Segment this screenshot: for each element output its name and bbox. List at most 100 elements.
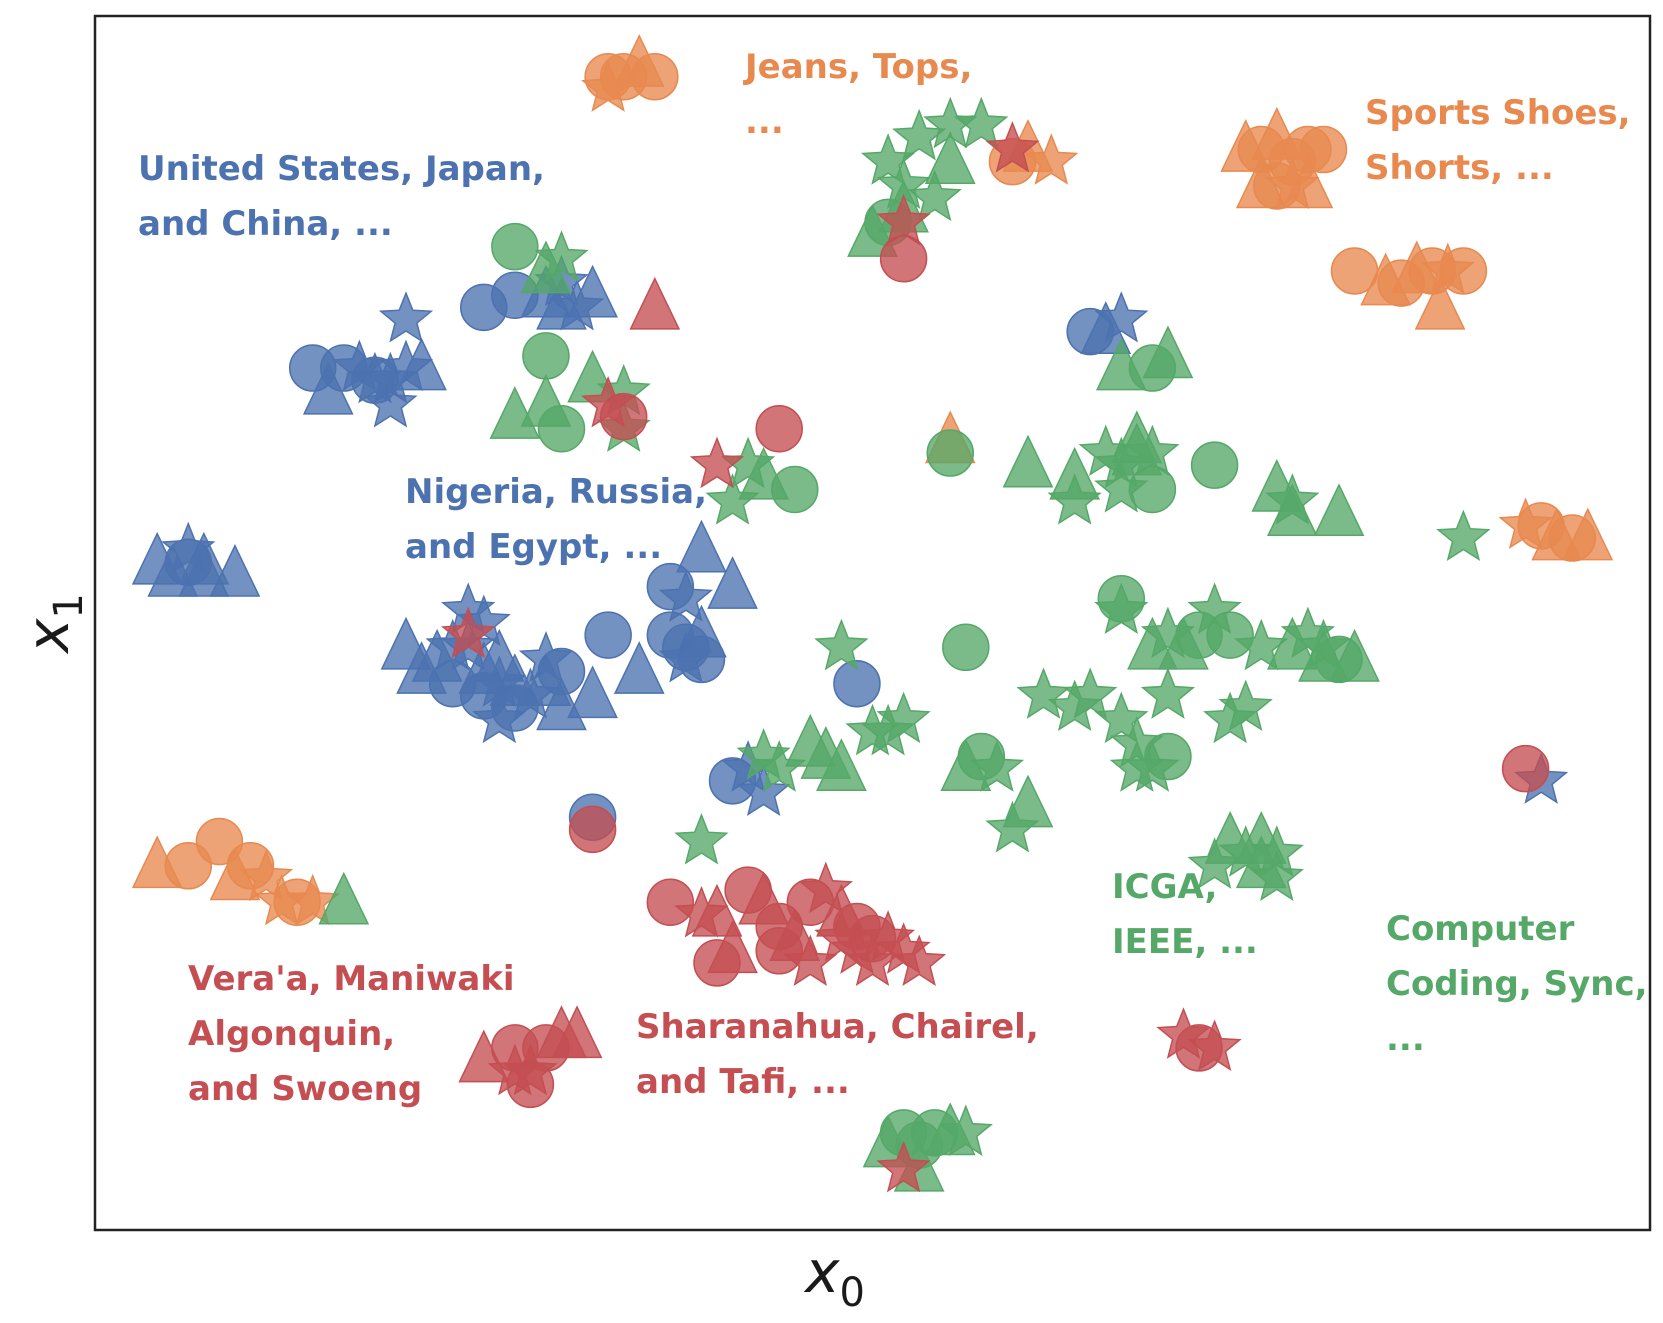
point-blue-triangle-45	[396, 641, 447, 694]
point-blue-star-48	[658, 570, 714, 622]
point-green-star-99	[814, 618, 869, 671]
point-green-triangle-41	[1313, 483, 1365, 537]
point-red-star-30	[845, 934, 900, 986]
point-green-star-80	[752, 740, 807, 792]
point-green-star-83	[674, 813, 729, 865]
point-red-circle-9	[568, 805, 617, 854]
annotation-6-line-1: Algonquin,	[188, 1014, 395, 1054]
annotation-0-line-0: Jeans, Tops,	[743, 47, 972, 87]
point-red-triangle-36	[551, 1005, 603, 1059]
point-green-star-50	[1187, 582, 1242, 634]
y-axis-label: x1	[14, 593, 92, 655]
points-layer	[131, 34, 1614, 1193]
point-red-star-7	[689, 436, 745, 489]
annotation-orange-0: Jeans, Tops,...	[743, 47, 972, 142]
point-blue-triangle-36	[567, 665, 618, 719]
point-green-star-60	[1218, 679, 1273, 732]
point-green-star-55	[1094, 691, 1149, 744]
point-red-star-24	[892, 934, 947, 986]
point-orange-star-37	[238, 849, 294, 901]
point-green-circle-3	[522, 332, 570, 380]
annotation-4-line-1: IEEE, ...	[1112, 922, 1258, 962]
annotation-5-line-0: Computer	[1386, 909, 1575, 949]
point-red-star-8	[441, 606, 496, 659]
point-red-star-18	[798, 861, 853, 914]
annotation-0-line-1: ...	[745, 102, 784, 142]
point-red-star-1	[876, 193, 931, 246]
point-red-triangle-28	[816, 883, 867, 937]
point-green-star-20	[954, 96, 1009, 149]
point-blue-triangle-23	[178, 543, 230, 597]
point-blue-circle-61	[833, 659, 881, 708]
point-orange-triangle-17	[1282, 155, 1334, 209]
point-green-star-2	[534, 230, 589, 282]
annotation-green-4: ICGA, IEEE, ...	[1112, 867, 1258, 962]
point-green-star-89	[1187, 837, 1242, 889]
point-green-star-36	[1047, 473, 1102, 525]
point-green-star-65	[985, 800, 1040, 853]
annotation-7-line-1: and Tafi, ...	[636, 1062, 850, 1102]
point-orange-circle-13	[1299, 125, 1348, 174]
point-green-circle-12	[771, 465, 819, 514]
point-green-star-90	[1249, 849, 1304, 901]
point-green-star-52	[1016, 667, 1071, 719]
point-red-circle-10	[646, 878, 695, 926]
point-orange-triangle-30	[1562, 507, 1614, 561]
point-green-circle-27	[926, 429, 974, 477]
point-red-circle-2	[879, 235, 928, 283]
point-green-star-100	[845, 703, 900, 756]
annotation-3-line-1: and Egypt, ...	[405, 527, 662, 567]
point-red-star-31	[783, 934, 838, 986]
y-axis-label-subscript: 1	[46, 593, 92, 618]
x-axis-label: x0	[803, 1238, 865, 1316]
point-green-triangle-19	[924, 131, 976, 184]
annotation-7-line-0: Sharanahua, Chairel,	[636, 1007, 1039, 1047]
point-red-star-40	[876, 1140, 931, 1193]
annotation-red-7: Sharanahua, Chairel, and Tafi, ...	[636, 1007, 1039, 1102]
point-green-star-68	[1234, 618, 1289, 671]
point-green-star-18	[907, 169, 962, 222]
annotation-5-line-1: Coding, Sync,	[1386, 964, 1648, 1004]
annotation-blue-2: United States, Japan, and China, ...	[138, 149, 545, 244]
point-orange-star-7	[1024, 133, 1079, 185]
annotation-2-line-0: United States, Japan,	[138, 149, 545, 189]
annotation-1-line-1: Shorts, ...	[1365, 148, 1554, 188]
annotation-1-line-0: Sports Shoes,	[1365, 93, 1631, 133]
point-orange-triangle-25	[1414, 276, 1466, 330]
point-blue-star-46	[518, 630, 574, 683]
point-green-circle-6	[537, 405, 586, 453]
point-red-circle-27	[755, 927, 803, 975]
point-green-triangle-26	[1142, 325, 1194, 379]
annotations-layer: Jeans, Tops,... Sports Shoes, Shorts, ... U…	[138, 47, 1648, 1109]
point-green-star-63	[969, 740, 1025, 792]
point-green-triangle-78	[816, 738, 867, 791]
point-green-star-44	[1094, 582, 1149, 634]
point-green-star-82	[876, 691, 931, 744]
point-red-star-5	[581, 375, 636, 428]
point-green-triangle-98	[318, 871, 370, 925]
point-green-star-58	[1140, 667, 1196, 719]
point-blue-triangle-14	[302, 361, 354, 415]
point-blue-triangle-24	[209, 543, 261, 597]
point-green-circle-0	[491, 222, 539, 271]
annotation-6-line-2: and Swoeng	[188, 1069, 422, 1109]
point-green-triangle-73	[1329, 628, 1380, 682]
point-red-circle-26	[693, 939, 741, 987]
annotation-green-5: Computer Coding, Sync,...	[1386, 909, 1648, 1059]
point-red-star-0	[985, 121, 1040, 173]
point-green-star-67	[1125, 740, 1180, 792]
point-green-star-75	[1436, 509, 1491, 562]
point-orange-star-40	[285, 873, 340, 926]
point-blue-star-17	[347, 351, 403, 404]
point-green-triangle-74	[1298, 628, 1349, 682]
point-blue-triangle-53	[707, 556, 758, 609]
point-green-star-13	[705, 473, 760, 525]
point-green-triangle-28	[1002, 434, 1054, 488]
point-green-star-35	[1094, 460, 1149, 513]
annotation-3-line-0: Nigeria, Russia,	[405, 472, 707, 512]
point-green-star-54	[1063, 667, 1118, 719]
point-orange-circle-4	[599, 52, 648, 101]
point-blue-star-64	[1094, 291, 1149, 343]
point-green-star-96	[938, 1104, 993, 1156]
